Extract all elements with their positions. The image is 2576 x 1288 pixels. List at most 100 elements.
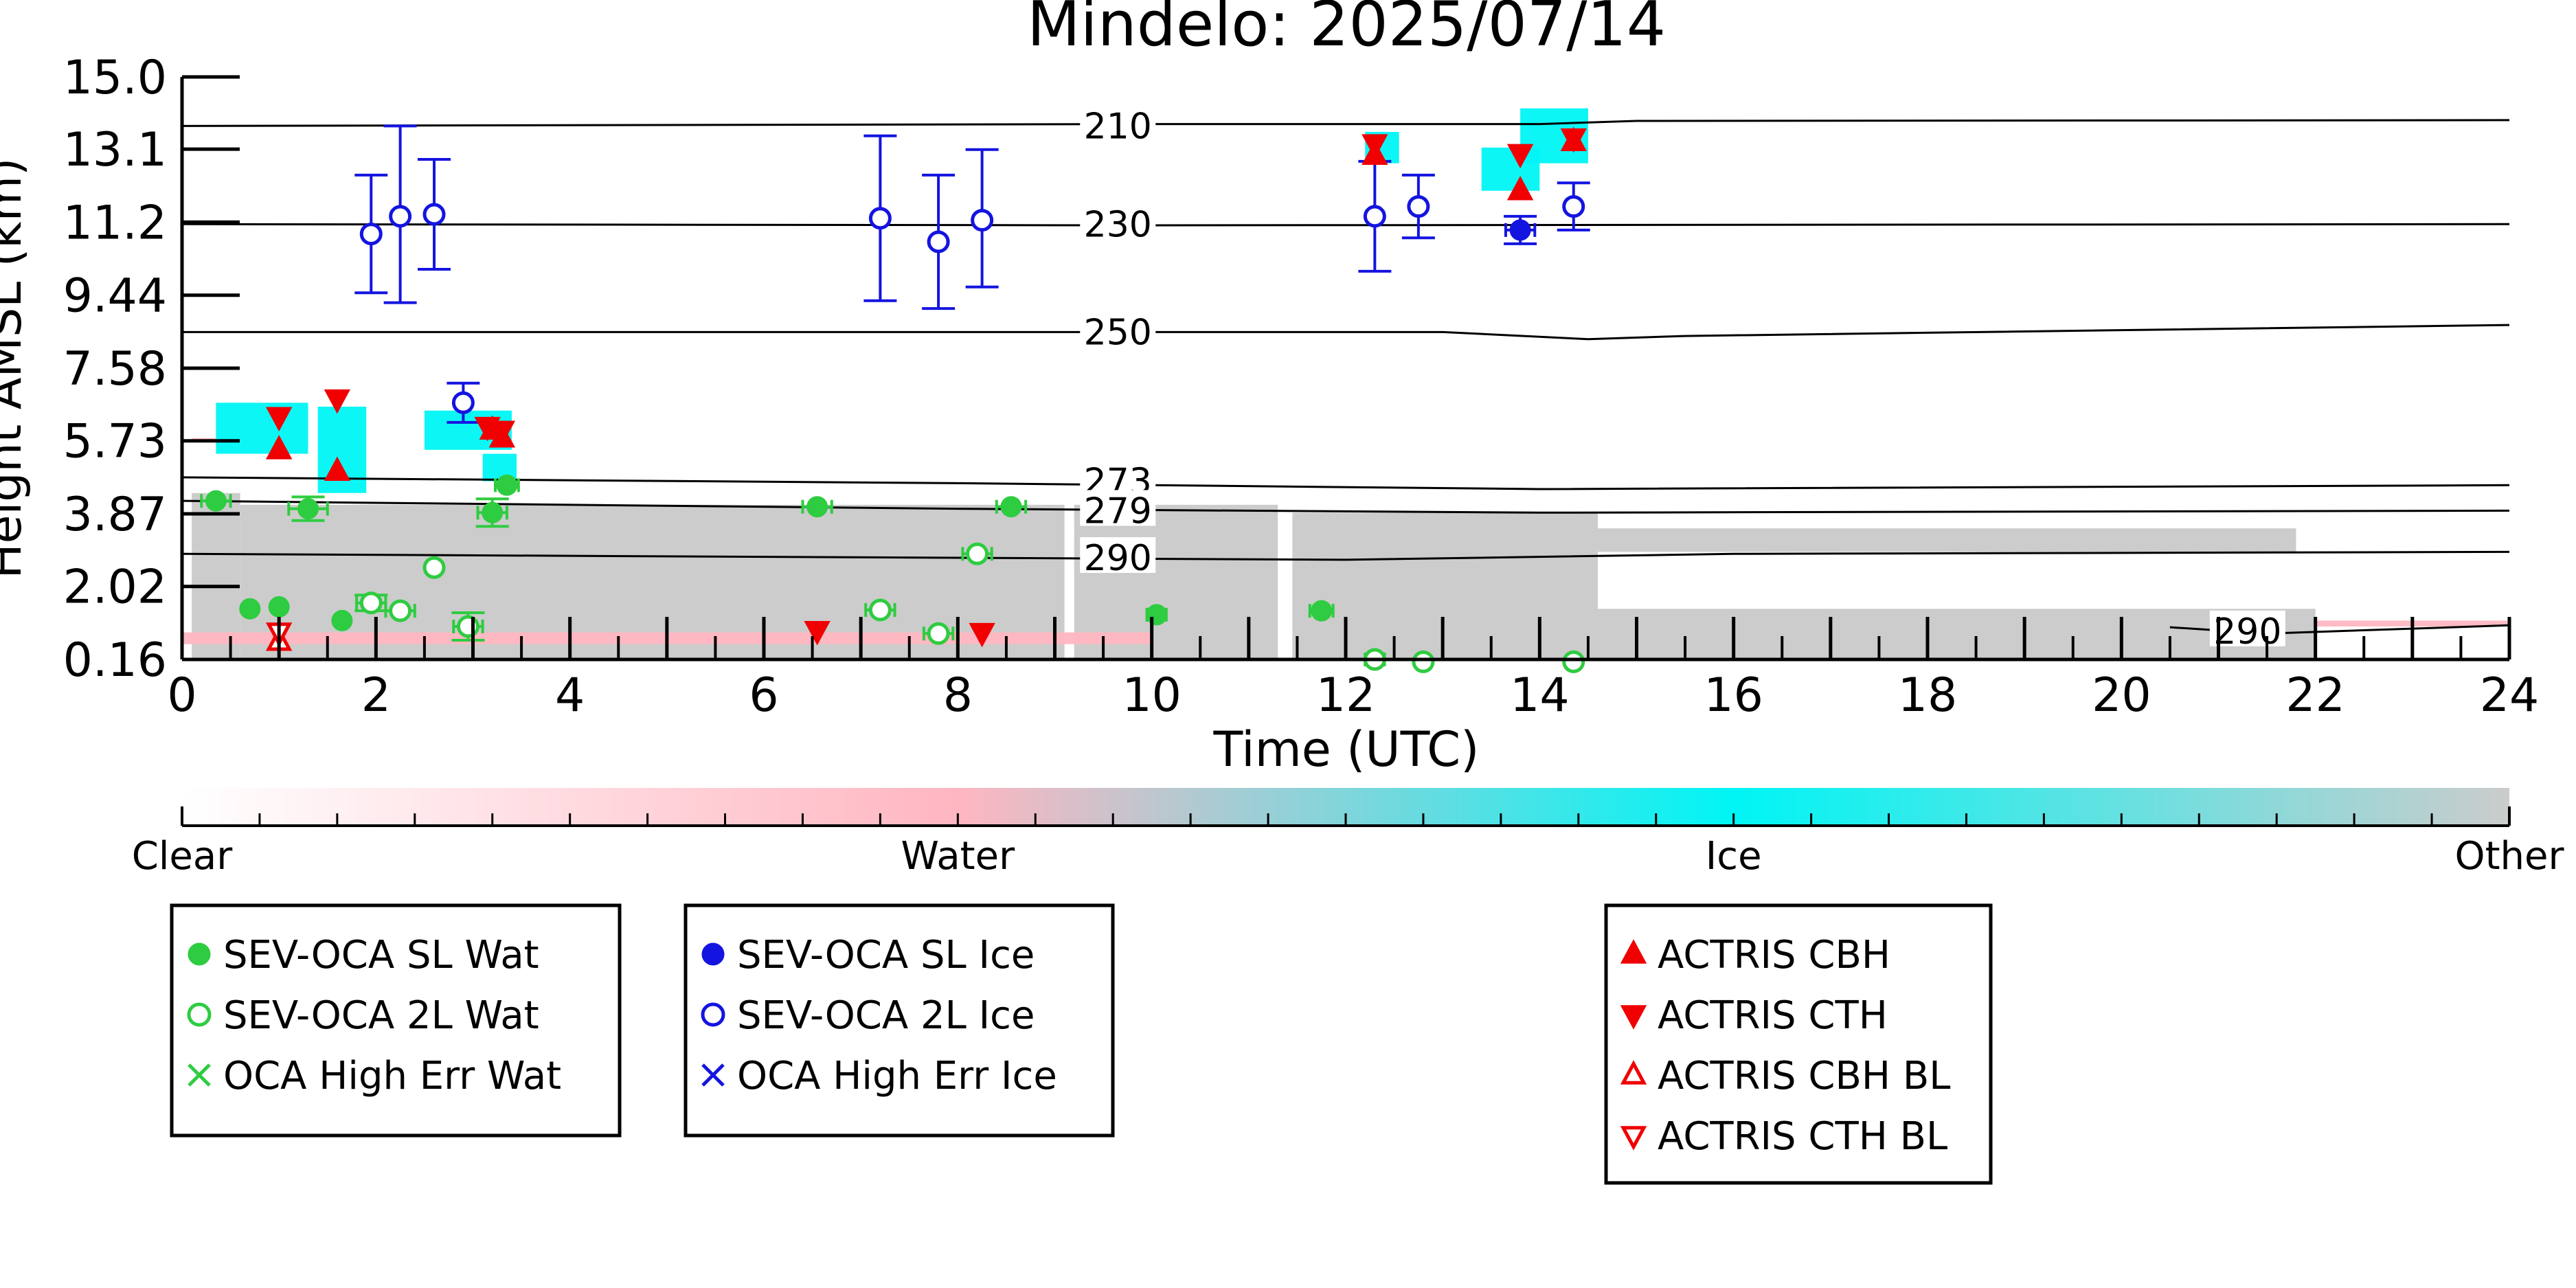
isotherm-label: 230 — [1084, 204, 1152, 245]
isotherm-label-bg — [1080, 105, 1156, 142]
point-sev-oca-sl-wat — [331, 609, 353, 631]
classification-region-other — [1292, 512, 1346, 659]
point-actris-cth — [324, 389, 351, 414]
isotherm-label: 290 — [2213, 611, 2281, 653]
isotherm-label: 279 — [1084, 490, 1152, 532]
point-sev-oca-2l-ice — [1363, 205, 1386, 228]
point-sev-oca-2l-ice — [971, 209, 994, 232]
legend-marker-sev-oca-2l-ice — [701, 1002, 725, 1027]
y-tick-label: 13.1 — [63, 123, 167, 177]
point-sev-oca-sl-wat — [239, 598, 261, 620]
legend-label: ACTRIS CTH — [1658, 993, 1888, 1038]
point-actris-cth — [1362, 134, 1388, 159]
x-tick-label: 18 — [1898, 668, 1958, 723]
legend-marker-oca-high-err-wat — [188, 1063, 211, 1087]
y-tick-label: 2.02 — [63, 561, 167, 615]
x-tick-label: 24 — [2480, 668, 2540, 723]
isotherm-label-bg — [1080, 537, 1156, 573]
isotherm-label-bg — [1080, 203, 1156, 240]
y-tick-label: 5.73 — [63, 415, 167, 469]
point-actris-cbh — [265, 435, 293, 460]
classification-region-other — [1346, 512, 1598, 659]
legend-marker-sev-oca-sl-ice — [701, 942, 725, 966]
point-sev-oca-sl-wat — [1146, 604, 1168, 626]
legend-label: SEV-OCA 2L Ice — [737, 993, 1035, 1038]
isotherm-line-250 — [182, 324, 2509, 341]
x-axis-label: Time (UTC) — [1213, 721, 1480, 778]
classification-region-other — [192, 493, 240, 659]
legend-marker-sev-oca-sl-wat — [188, 942, 211, 966]
classification-region-other — [1598, 528, 2296, 552]
legend-marker-actris-cbh-bl — [1620, 1060, 1647, 1085]
isotherm-label-bg — [1080, 490, 1156, 526]
legend-marker-oca-high-err-ice — [701, 1063, 725, 1087]
isotherm-line-290 — [182, 550, 2509, 561]
colorbar-label: Clear — [132, 834, 233, 879]
point-actris-cth — [969, 622, 995, 648]
legend-box — [683, 903, 1115, 1138]
classification-colorbar: Clear Water Ice Other — [132, 788, 2564, 879]
point-sev-oca-2l-ice — [422, 203, 446, 226]
retrieval-markers — [200, 124, 1590, 673]
x-tick-label: 4 — [555, 668, 585, 723]
point-sev-oca-2l-wat — [1412, 650, 1435, 673]
legend-label: SEV-OCA 2L Wat — [223, 993, 539, 1038]
x-tick-label: 22 — [2285, 668, 2345, 723]
legend-marker-actris-cth-bl — [1620, 1126, 1647, 1151]
isotherm-line-230 — [182, 223, 2509, 227]
point-sev-oca-2l-wat — [359, 591, 383, 615]
isotherm-line-279 — [182, 499, 2509, 514]
point-sev-oca-2l-wat — [1562, 650, 1585, 673]
x-tick-label: 8 — [943, 668, 973, 723]
point-actris-cth — [804, 620, 831, 646]
point-sev-oca-2l-wat — [389, 599, 412, 622]
point-sev-oca-sl-wat — [268, 596, 290, 618]
point-sev-oca-sl-wat — [482, 501, 504, 523]
y-tick-label: 9.44 — [63, 269, 167, 324]
classification-region-other — [1598, 609, 2316, 659]
isotherm-label: 250 — [1084, 312, 1152, 353]
x-tick-label: 14 — [1510, 668, 1570, 723]
x-tick-label: 10 — [1122, 668, 1182, 723]
legend-label: OCA High Err Ice — [737, 1054, 1057, 1098]
point-sev-oca-2l-ice — [1562, 195, 1585, 218]
legend-label: ACTRIS CBH — [1658, 933, 1890, 978]
legend-box — [170, 903, 622, 1138]
y-tick-label: 11.2 — [63, 196, 167, 250]
x-tick-label: 6 — [749, 668, 778, 723]
x-tick-label: 20 — [2092, 668, 2151, 723]
point-sev-oca-sl-wat — [205, 490, 227, 512]
legend-box — [1604, 903, 1993, 1185]
chart-title: Mindelo: 2025/07/14 — [1027, 0, 1666, 60]
isotherm-line-273 — [182, 476, 2509, 490]
point-actris-cth — [488, 420, 516, 446]
point-sev-oca-2l-wat — [927, 622, 950, 645]
point-sev-oca-sl-wat — [1000, 496, 1022, 518]
point-sev-oca-sl-wat — [297, 498, 319, 520]
x-tick-label: 2 — [361, 668, 391, 723]
point-actris-cth — [265, 407, 293, 432]
isotherm-line-210 — [182, 119, 2509, 127]
y-tick-label: 0.16 — [63, 633, 167, 688]
legend-marker-actris-cbh — [1620, 939, 1647, 964]
point-sev-oca-2l-ice — [359, 223, 383, 246]
colorbar-label: Water — [901, 834, 1016, 879]
legend-label: OCA High Err Wat — [223, 1054, 561, 1098]
legends: SEV-OCA SL Wat SEV-OCA 2L Wat OCA High Err… — [170, 903, 1993, 1185]
legend-marker-sev-oca-2l-wat — [187, 1002, 212, 1027]
point-sev-oca-2l-ice — [1407, 195, 1430, 218]
y-tick-label: 3.87 — [63, 488, 167, 542]
y-tick-label: 7.58 — [63, 342, 167, 396]
point-actris-cth — [1506, 144, 1534, 169]
point-actris-cbh — [324, 456, 351, 482]
isotherm-label: 290 — [1084, 538, 1152, 579]
point-sev-oca-2l-wat — [966, 542, 989, 565]
colorbar-label: Other — [2454, 834, 2564, 879]
point-sev-oca-sl-wat — [496, 474, 518, 496]
isotherm-label-bg — [1080, 311, 1156, 348]
legend-marker-actris-cth — [1620, 1005, 1647, 1030]
point-actris-cbh — [1506, 175, 1534, 201]
